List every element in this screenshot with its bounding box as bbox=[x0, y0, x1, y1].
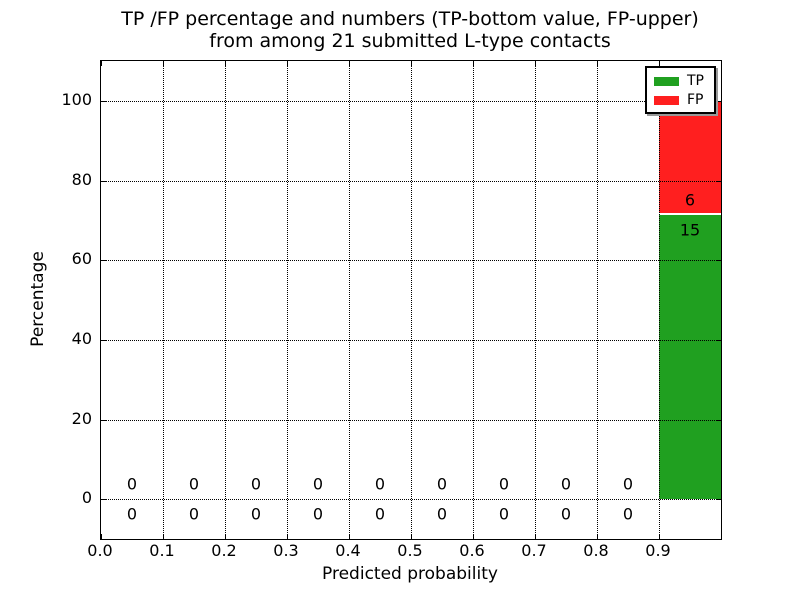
x-tick-bottom bbox=[163, 534, 164, 539]
y-tick-right bbox=[716, 499, 721, 501]
x-tick-label: 0.8 bbox=[583, 541, 609, 560]
tp-count-label: 0 bbox=[188, 504, 200, 524]
y-tick-right bbox=[716, 260, 721, 262]
chart-title-line2: from among 21 submitted L-type contacts bbox=[209, 30, 611, 52]
x-gridline bbox=[287, 61, 288, 539]
y-tick-left bbox=[101, 100, 106, 102]
x-gridline bbox=[349, 61, 350, 539]
x-tick-label: 0.5 bbox=[397, 541, 423, 560]
y-tick-right bbox=[716, 180, 721, 182]
tp-count-label: 0 bbox=[498, 504, 510, 524]
x-tick-bottom bbox=[411, 534, 412, 539]
x-tick-label: 0.7 bbox=[521, 541, 547, 560]
fp-count-label: 0 bbox=[622, 474, 634, 494]
fp-count-label: 0 bbox=[374, 474, 386, 494]
x-tick-top bbox=[163, 61, 164, 66]
legend: TP FP bbox=[645, 66, 716, 114]
legend-entry-tp: TP bbox=[654, 72, 714, 91]
x-tick-top bbox=[659, 61, 660, 66]
x-gridline bbox=[659, 61, 660, 539]
x-tick-label: 0.9 bbox=[645, 541, 671, 560]
x-tick-bottom bbox=[597, 534, 598, 539]
legend-label-tp: TP bbox=[687, 73, 704, 89]
x-tick-label: 0.1 bbox=[149, 541, 175, 560]
y-tick-left bbox=[101, 339, 106, 341]
x-axis-label: Predicted probability bbox=[322, 564, 498, 584]
y-tick-right bbox=[716, 419, 721, 421]
x-tick-label: 0.6 bbox=[459, 541, 485, 560]
chart-title: TP /FP percentage and numbers (TP-bottom… bbox=[100, 8, 720, 52]
fp-count-label: 6 bbox=[684, 190, 696, 210]
fp-count-label: 0 bbox=[250, 474, 262, 494]
tp-color-swatch bbox=[654, 77, 679, 86]
x-gridline bbox=[535, 61, 536, 539]
x-tick-bottom bbox=[535, 534, 536, 539]
y-tick-right bbox=[716, 339, 721, 341]
x-tick-top bbox=[473, 61, 474, 66]
fp-count-label: 0 bbox=[436, 474, 448, 494]
x-tick-bottom bbox=[473, 534, 474, 539]
fp-count-label: 0 bbox=[560, 474, 572, 494]
fp-count-label: 0 bbox=[126, 474, 138, 494]
x-tick-bottom bbox=[349, 534, 350, 539]
x-gridline bbox=[163, 61, 164, 539]
y-tick-right bbox=[716, 100, 721, 102]
x-tick-top bbox=[287, 61, 288, 66]
tp-count-label: 0 bbox=[436, 504, 448, 524]
x-tick-top bbox=[597, 61, 598, 66]
fp-bar bbox=[659, 100, 721, 213]
y-tick-label: 20 bbox=[71, 408, 92, 428]
y-tick-left bbox=[101, 499, 106, 501]
x-tick-label: 0.2 bbox=[211, 541, 237, 560]
y-tick-left bbox=[101, 260, 106, 262]
fp-color-swatch bbox=[654, 96, 679, 105]
fp-count-label: 0 bbox=[188, 474, 200, 494]
legend-label-fp: FP bbox=[687, 92, 704, 108]
x-tick-top bbox=[349, 61, 350, 66]
x-tick-top bbox=[101, 61, 102, 66]
tp-count-label: 0 bbox=[374, 504, 386, 524]
y-tick-label: 60 bbox=[71, 249, 92, 269]
x-tick-bottom bbox=[101, 534, 102, 539]
y-tick-left bbox=[101, 180, 106, 182]
x-tick-top bbox=[225, 61, 226, 66]
x-tick-label: 0.3 bbox=[273, 541, 299, 560]
y-tick-label: 80 bbox=[71, 169, 92, 189]
x-gridline bbox=[411, 61, 412, 539]
x-tick-bottom bbox=[659, 534, 660, 539]
tp-count-label: 0 bbox=[312, 504, 324, 524]
x-tick-bottom bbox=[225, 534, 226, 539]
x-tick-top bbox=[411, 61, 412, 66]
y-tick-label: 40 bbox=[71, 328, 92, 348]
x-tick-bottom bbox=[287, 534, 288, 539]
y-tick-left bbox=[101, 419, 106, 421]
x-tick-label: 0.0 bbox=[87, 541, 113, 560]
chart-title-line1: TP /FP percentage and numbers (TP-bottom… bbox=[121, 8, 699, 30]
tp-count-label: 15 bbox=[679, 220, 701, 240]
x-gridline bbox=[225, 61, 226, 539]
fp-count-label: 0 bbox=[312, 474, 324, 494]
tp-bar bbox=[659, 214, 721, 500]
tp-count-label: 0 bbox=[250, 504, 262, 524]
x-tick-label: 0.4 bbox=[335, 541, 361, 560]
legend-entry-fp: FP bbox=[654, 91, 714, 110]
x-tick-top bbox=[535, 61, 536, 66]
tp-count-label: 0 bbox=[622, 504, 634, 524]
fp-count-label: 0 bbox=[498, 474, 510, 494]
x-gridline bbox=[597, 61, 598, 539]
y-tick-label: 100 bbox=[61, 89, 92, 109]
y-tick-label: 0 bbox=[81, 488, 92, 508]
tp-count-label: 0 bbox=[126, 504, 138, 524]
plot-area: 0 0 0 0 0 0 0 0 0 0 0 0 0 0 0 0 0 0 6 15 bbox=[100, 60, 722, 540]
tp-count-label: 0 bbox=[560, 504, 572, 524]
x-gridline bbox=[473, 61, 474, 539]
